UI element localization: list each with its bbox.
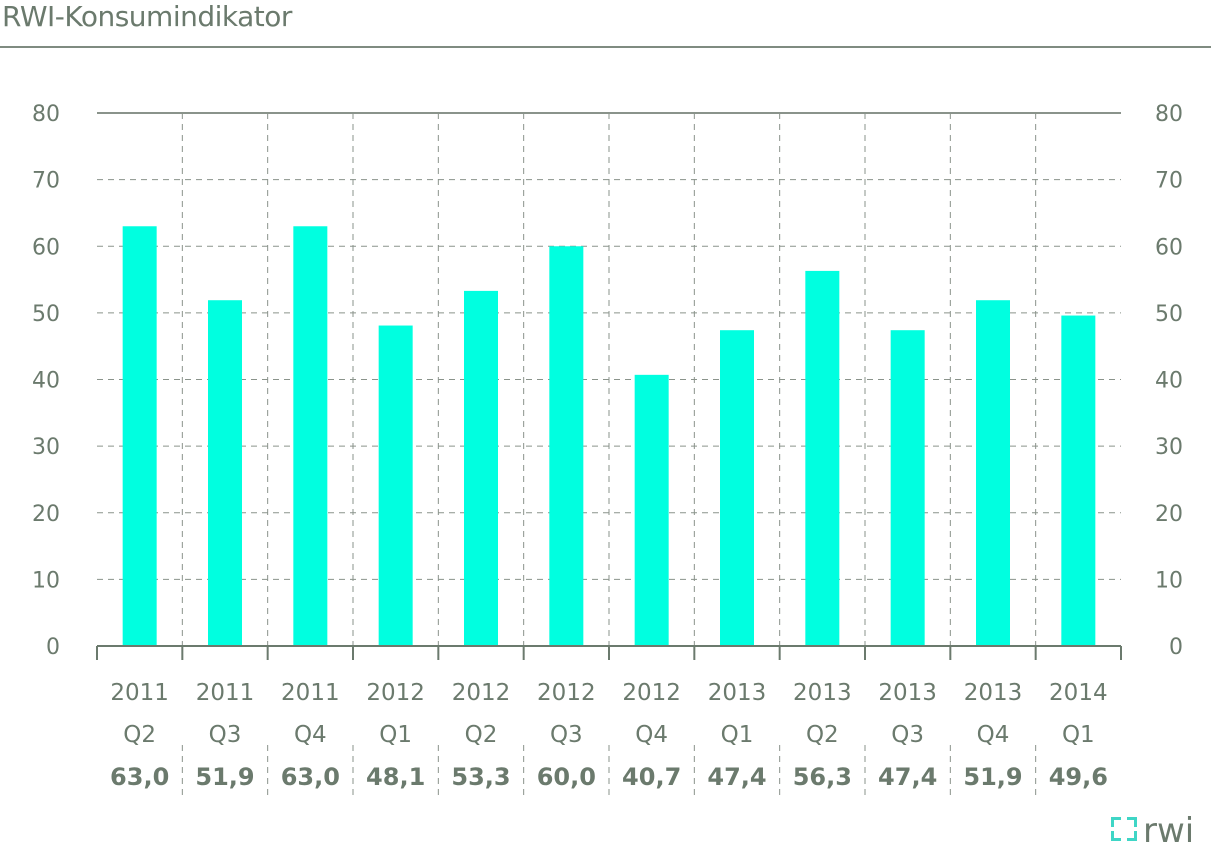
- data-label-10: 51,9: [963, 763, 1022, 791]
- y-tick-left-70: 70: [32, 169, 60, 194]
- rwi-logo-mark-icon: [1111, 817, 1137, 841]
- x-label-year-5: 2012: [537, 680, 596, 706]
- x-label-year-10: 2013: [964, 680, 1023, 706]
- bar-6: [634, 374, 669, 646]
- y-tick-right-60: 60: [1155, 235, 1183, 260]
- data-label-4: 53,3: [451, 763, 510, 791]
- data-label-11: 49,6: [1049, 763, 1108, 791]
- y-tick-left-80: 80: [32, 102, 60, 127]
- y-tick-right-20: 20: [1155, 502, 1183, 527]
- x-label-quarter-0: Q2: [123, 722, 156, 748]
- y-tick-left-40: 40: [32, 369, 60, 394]
- bar-2: [293, 226, 328, 646]
- data-label-1: 51,9: [195, 763, 254, 791]
- bar-4: [464, 290, 498, 646]
- y-tick-right-80: 80: [1155, 102, 1183, 127]
- y-tick-right-0: 0: [1169, 635, 1183, 660]
- data-label-3: 48,1: [366, 763, 425, 791]
- y-tick-right-70: 70: [1155, 169, 1183, 194]
- x-label-quarter-11: Q1: [1062, 722, 1095, 748]
- bar-8: [805, 270, 840, 646]
- data-label-5: 60,0: [537, 763, 596, 791]
- x-label-quarter-8: Q2: [806, 722, 839, 748]
- y-tick-left-60: 60: [32, 235, 60, 260]
- bars: [122, 226, 1096, 646]
- bar-7: [720, 330, 754, 646]
- data-label-2: 63,0: [281, 763, 340, 791]
- data-label-8: 56,3: [793, 763, 852, 791]
- x-label-year-9: 2013: [878, 680, 937, 706]
- y-tick-right-10: 10: [1155, 568, 1183, 593]
- y-tick-right-40: 40: [1155, 369, 1183, 394]
- x-label-quarter-7: Q1: [721, 722, 754, 748]
- bar-9: [890, 330, 925, 646]
- data-label-7: 47,4: [707, 763, 766, 791]
- x-label-year-0: 2011: [110, 680, 169, 706]
- x-label-quarter-10: Q4: [977, 722, 1010, 748]
- x-label-quarter-2: Q4: [294, 722, 327, 748]
- bar-11: [1061, 315, 1096, 646]
- y-tick-left-50: 50: [32, 302, 60, 327]
- y-tick-left-20: 20: [32, 502, 60, 527]
- bar-10: [976, 300, 1010, 646]
- labels: 0 0 10 10 20 20 30 30 40 40 50 50 60 60 70 70 80 80 2011 Q2…: [32, 102, 1183, 791]
- x-label-year-1: 2011: [196, 680, 255, 706]
- x-label-quarter-9: Q3: [891, 722, 924, 748]
- y-tick-left-10: 10: [32, 568, 60, 593]
- bar-3: [378, 325, 413, 646]
- x-label-quarter-4: Q2: [465, 722, 498, 748]
- x-label-year-7: 2013: [708, 680, 767, 706]
- x-label-quarter-6: Q4: [635, 722, 668, 748]
- data-label-9: 47,4: [878, 763, 937, 791]
- axes: [96, 645, 1122, 660]
- rwi-logo: rwi: [1111, 811, 1194, 849]
- x-label-quarter-5: Q3: [550, 722, 583, 748]
- x-label-year-8: 2013: [793, 680, 852, 706]
- bar-1: [208, 300, 242, 646]
- x-label-year-11: 2014: [1049, 680, 1108, 706]
- y-tick-left-30: 30: [32, 435, 60, 460]
- x-label-quarter-1: Q3: [209, 722, 242, 748]
- x-label-quarter-3: Q1: [379, 722, 412, 748]
- grid-lines: [97, 112, 1121, 800]
- x-label-year-3: 2012: [366, 680, 425, 706]
- bar-5: [549, 246, 584, 646]
- chart-title: RWI-Konsumindikator: [2, 0, 292, 33]
- x-label-year-6: 2012: [622, 680, 681, 706]
- data-label-6: 40,7: [622, 763, 681, 791]
- y-tick-left-0: 0: [46, 635, 60, 660]
- y-tick-right-50: 50: [1155, 302, 1183, 327]
- y-tick-right-30: 30: [1155, 435, 1183, 460]
- x-label-year-4: 2012: [452, 680, 511, 706]
- data-label-0: 63,0: [110, 763, 169, 791]
- x-label-year-2: 2011: [281, 680, 340, 706]
- title-divider: [0, 46, 1211, 48]
- bar-0: [122, 226, 157, 646]
- rwi-logo-text: rwi: [1143, 811, 1194, 849]
